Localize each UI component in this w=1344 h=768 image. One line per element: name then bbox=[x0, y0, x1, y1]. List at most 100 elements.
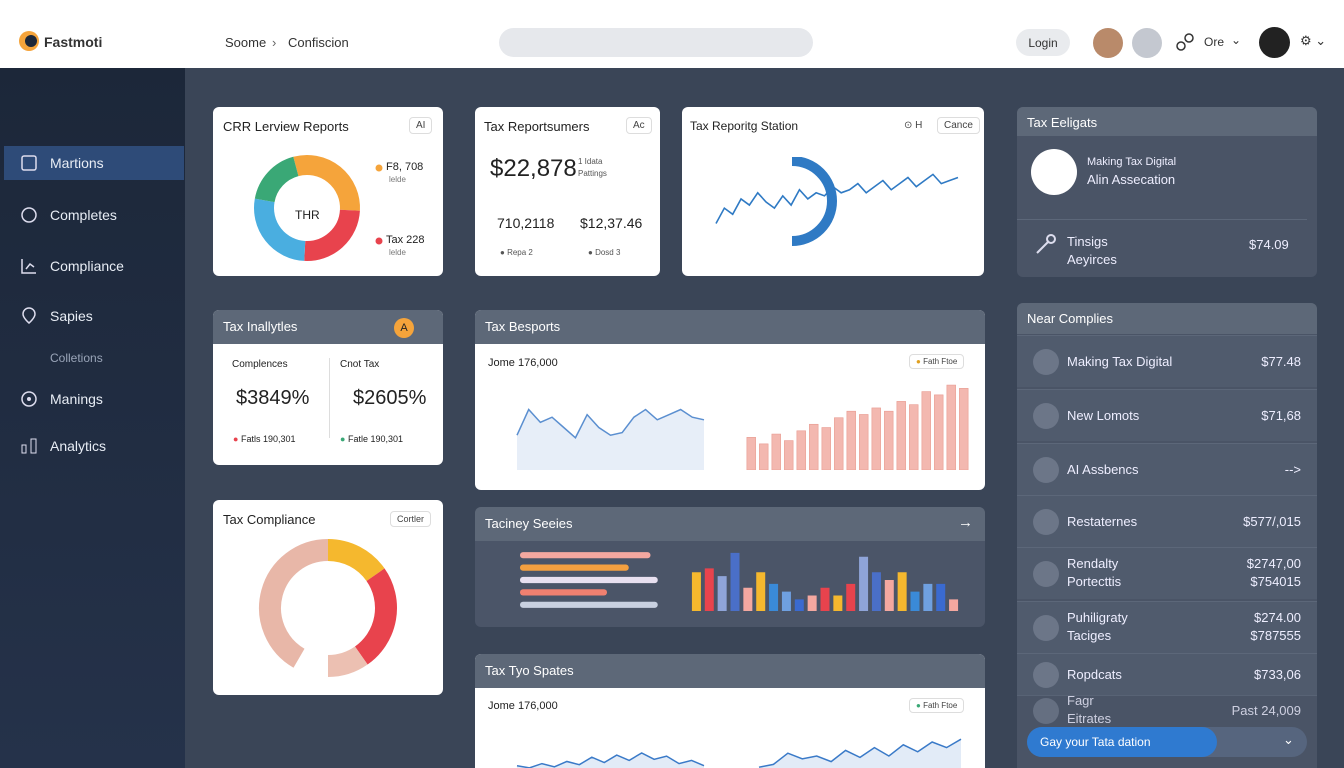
reports-card: CRR Lerview Reports AI THR F8, 708 lelde… bbox=[213, 107, 443, 276]
nav-item[interactable]: Compliance bbox=[4, 249, 184, 283]
search-bar[interactable] bbox=[499, 28, 813, 57]
legend-label: Fath Ftoe bbox=[923, 701, 958, 710]
station-card: Tax Reporitg Station ⊙ H Cance bbox=[682, 107, 984, 276]
nav-icon bbox=[21, 438, 37, 454]
item-line: Tinsigs bbox=[1067, 234, 1108, 249]
col-label: Cnot Tax bbox=[340, 359, 380, 370]
legend: ● Fath Ftoe bbox=[909, 354, 965, 369]
hbar bbox=[520, 601, 658, 608]
nav-item[interactable]: Martions bbox=[4, 146, 184, 180]
badge: Ac bbox=[626, 117, 652, 134]
column bbox=[834, 417, 844, 470]
column bbox=[743, 587, 753, 611]
nav-subitem[interactable]: Colletions bbox=[4, 341, 184, 375]
badge: AI bbox=[409, 117, 433, 134]
brand: Fastmoti bbox=[44, 34, 103, 50]
column bbox=[934, 394, 944, 470]
breadcrumb[interactable]: Soome bbox=[225, 35, 267, 50]
column bbox=[910, 591, 920, 611]
legend-label: Dosd 3 bbox=[595, 248, 621, 257]
column bbox=[717, 576, 727, 611]
column bbox=[949, 599, 959, 611]
legend: ● Fatls 190,301 bbox=[233, 434, 296, 444]
item-amount: $74.09 bbox=[1249, 237, 1289, 252]
ring-decoration bbox=[791, 157, 837, 246]
gauge-segment bbox=[327, 539, 385, 582]
nav-item[interactable]: Manings bbox=[4, 382, 184, 416]
arrow-button[interactable]: → bbox=[958, 514, 973, 531]
card-header: Tax Tyo Spates bbox=[475, 654, 985, 688]
row-amount: --> bbox=[1284, 462, 1301, 477]
nav-item[interactable]: Sapies bbox=[4, 299, 184, 333]
hbar-chart bbox=[520, 552, 658, 608]
legend: ● Repa 2 bbox=[500, 248, 533, 257]
legend-dot bbox=[375, 164, 383, 172]
nav-label: Martions bbox=[50, 155, 104, 171]
menu-button[interactable] bbox=[1132, 28, 1162, 58]
divider bbox=[329, 358, 330, 438]
row-name: New Lomots bbox=[1067, 408, 1140, 423]
subtitle: Jome 176,000 bbox=[488, 357, 558, 369]
row-amount: $2747,00 bbox=[1246, 556, 1301, 571]
login-button[interactable]: Login bbox=[1016, 29, 1070, 56]
panel-header bbox=[1017, 303, 1317, 334]
avatar[interactable] bbox=[1093, 28, 1123, 58]
col-label: Complences bbox=[232, 359, 288, 370]
nav-item[interactable]: Completes bbox=[4, 198, 184, 232]
cta-button[interactable]: Gay your Tata dation bbox=[1027, 727, 1217, 757]
row-amount: $733,06 bbox=[1254, 667, 1301, 682]
user-menu[interactable]: Ore bbox=[1204, 35, 1225, 49]
legend-value: F8, 708 bbox=[386, 161, 424, 173]
consumers-card: Tax Reportsumers Ac $22,878 1 Idata Patt… bbox=[475, 107, 660, 276]
breadcrumb[interactable]: Confiscion bbox=[288, 35, 349, 50]
row-amount: $274.00 bbox=[1254, 610, 1301, 625]
column bbox=[781, 591, 791, 611]
row-icon bbox=[1033, 615, 1059, 641]
subtitle: Jome 176,000 bbox=[488, 700, 558, 712]
stat: $12,37.46 bbox=[580, 215, 643, 231]
column bbox=[784, 440, 794, 470]
column bbox=[821, 427, 831, 470]
row-name: Puhiligraty bbox=[1067, 610, 1128, 625]
card-button[interactable]: Cortler bbox=[390, 511, 432, 527]
settings[interactable]: ⚙ ⌄ bbox=[1300, 33, 1327, 48]
link-icon[interactable] bbox=[1175, 32, 1195, 52]
nav-label: Manings bbox=[50, 391, 103, 407]
column bbox=[769, 583, 779, 611]
data-line bbox=[758, 738, 962, 768]
nav-item[interactable]: Analytics bbox=[4, 429, 184, 463]
area-chart bbox=[516, 752, 705, 768]
badge-label: H bbox=[915, 120, 923, 131]
dropdown-chevron[interactable]: ⌄ bbox=[1283, 732, 1294, 747]
legend-value: Tax 228 bbox=[386, 234, 425, 246]
hbar bbox=[520, 564, 629, 571]
nav-icon bbox=[21, 207, 37, 223]
legend-sub: lelde bbox=[389, 248, 406, 257]
row-icon bbox=[1033, 349, 1059, 375]
row-icon bbox=[1033, 509, 1059, 535]
eligats-line: Alin Assecation bbox=[1087, 172, 1176, 187]
donut-center: THR bbox=[295, 208, 320, 222]
besports-card: Tax Besports Jome 176,000 ● Fath Ftoe bbox=[475, 310, 985, 490]
row-icon bbox=[1033, 561, 1059, 587]
divider bbox=[1017, 219, 1307, 220]
list-row: Making Tax Digital $77.48 bbox=[1017, 335, 1317, 387]
analytics-card: Tax Inallytles A Complences $3849% ● Fat… bbox=[213, 310, 443, 465]
list-row: Restaternes $577/,015 bbox=[1017, 495, 1317, 547]
data-area bbox=[759, 739, 961, 768]
profile[interactable] bbox=[1259, 27, 1290, 58]
legend: ● Dosd 3 bbox=[588, 248, 621, 257]
nav-icon bbox=[21, 155, 37, 171]
breadcrumb-sep: › bbox=[272, 35, 277, 50]
column bbox=[959, 388, 969, 470]
column bbox=[730, 552, 740, 611]
cancel-button[interactable]: Cance bbox=[937, 117, 980, 134]
panel-title: Tax Eeligats bbox=[1027, 115, 1098, 130]
col-value: $3849% bbox=[236, 387, 310, 409]
column bbox=[759, 443, 769, 470]
column bbox=[871, 407, 881, 470]
row-icon bbox=[1033, 698, 1059, 724]
column bbox=[691, 572, 701, 611]
